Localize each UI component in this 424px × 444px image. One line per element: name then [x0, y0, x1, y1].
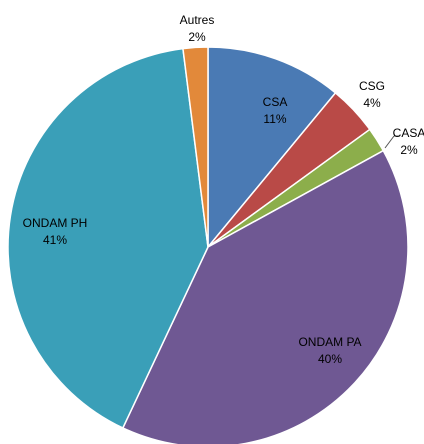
slice-value-label: 2% [188, 30, 206, 44]
pie-slice [7, 47, 209, 429]
slice-value-label: 4% [363, 96, 381, 110]
slice-label: Autres [180, 13, 215, 27]
slice-label: CSG [359, 79, 385, 93]
slice-value-label: 11% [263, 112, 286, 126]
slice-label: CASA [393, 126, 424, 140]
slice-value-label: 41% [43, 233, 67, 247]
pie-slice [182, 46, 209, 248]
pie-slice [207, 46, 337, 250]
slice-value-label: 40% [318, 352, 342, 366]
slice-label: ONDAM PA [298, 335, 361, 349]
pie-slice [121, 149, 409, 444]
leader-line [384, 135, 395, 149]
slice-value-label: 2% [400, 143, 418, 157]
slice-label: CSA [263, 95, 288, 109]
slice-label: ONDAM PH [23, 216, 88, 230]
